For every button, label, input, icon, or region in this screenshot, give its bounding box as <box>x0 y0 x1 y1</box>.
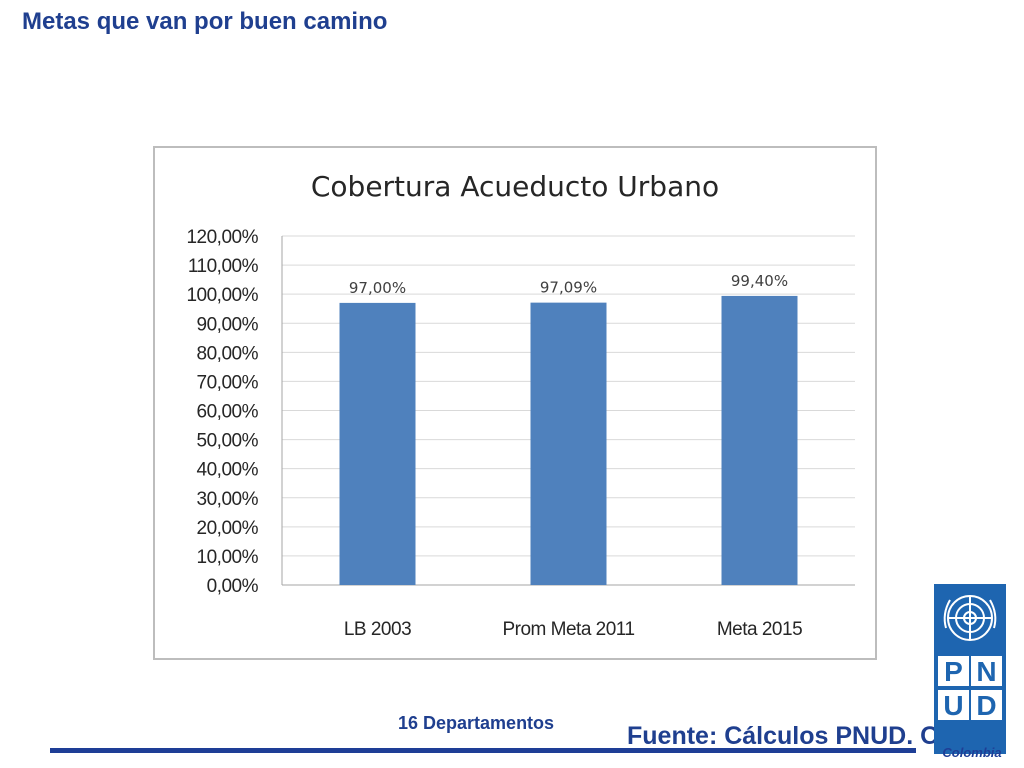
logo-letter-d: D <box>976 690 996 721</box>
y-tick-label: 50,00% <box>197 431 259 452</box>
y-tick-labels: 0,00% 10,00% 20,00% 30,00% 40,00% 50,00% 60,00… <box>186 227 259 597</box>
chart-title: Cobertura Acueducto Urbano <box>310 170 720 203</box>
logo-letter-u: U <box>943 690 963 721</box>
y-tick-label: 10,00% <box>197 547 259 568</box>
source-label: Fuente: Cálculos PNUD. ODM <box>627 722 979 750</box>
bar <box>339 302 416 585</box>
y-tick-label: 80,00% <box>197 343 259 364</box>
un-emblem-icon: P N U D <box>938 595 1002 721</box>
logo-letter-p: P <box>944 656 963 687</box>
y-tick-label: 70,00% <box>197 372 259 393</box>
y-tick-label: 20,00% <box>197 518 259 539</box>
bar <box>530 302 607 585</box>
bar-chart: 0,00% 10,00% 20,00% 30,00% 40,00% 50,00% 60,00… <box>186 227 855 640</box>
y-tick-label: 40,00% <box>197 460 259 481</box>
footer-rule <box>50 748 916 753</box>
y-tick-label: 120,00% <box>186 227 258 248</box>
y-tick-label: 90,00% <box>197 314 259 335</box>
departments-label: 16 Departamentos <box>398 713 555 733</box>
x-tick-labels: LB 2003 Prom Meta 2011 Meta 2015 <box>344 619 803 640</box>
data-label: 99,40% <box>731 272 788 290</box>
bar <box>721 295 798 585</box>
x-tick-label: LB 2003 <box>344 619 411 640</box>
bars <box>339 295 798 585</box>
y-tick-label: 100,00% <box>186 285 258 306</box>
y-tick-label: 110,00% <box>188 256 259 277</box>
x-tick-label: Prom Meta 2011 <box>502 619 634 640</box>
data-label: 97,09% <box>540 279 597 297</box>
chart-frame: Cobertura Acueducto Urbano 0,00% 10,00% 20… <box>153 146 877 660</box>
data-label: 97,00% <box>349 279 406 297</box>
data-labels: 97,00% 97,09% 99,40% <box>349 272 788 297</box>
logo-letter-n: N <box>976 656 996 687</box>
x-tick-label: Meta 2015 <box>717 619 802 640</box>
y-tick-label: 30,00% <box>197 489 259 510</box>
slide-title: Metas que van por buen camino <box>22 8 388 35</box>
y-tick-label: 60,00% <box>197 402 259 423</box>
logo-caption: Colombia <box>942 745 1002 760</box>
y-tick-label: 0,00% <box>207 576 259 597</box>
pnud-logo: P N U D <box>934 584 1006 754</box>
